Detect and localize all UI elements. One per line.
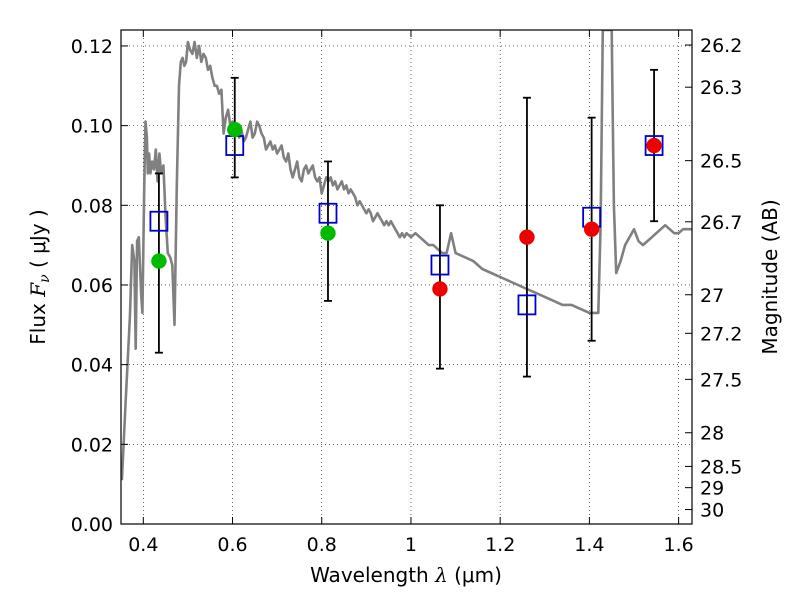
- x-axis-label: Wavelength λ (μm): [310, 563, 502, 587]
- observed-flux-point: [227, 121, 243, 138]
- magnitude-tick-label: 27.2: [700, 323, 742, 345]
- model-photometry-square: [430, 254, 450, 276]
- x-tick-label: 0.6: [217, 534, 247, 556]
- y-tick-label: 0.00: [71, 514, 113, 536]
- observed-flux-point: [519, 229, 535, 245]
- x-tick-label: 1.4: [574, 534, 604, 556]
- ticks-layer: 0.4 0.6 0.8 1 1.2 1.4 1.6 0.00 0.02 0.04 0.06 0.08 0…: [71, 30, 742, 556]
- model-photometry-square: [318, 202, 338, 224]
- magnitude-tick-label: 26.7: [700, 212, 742, 234]
- y-tick-label: 0.10: [71, 116, 113, 138]
- y-tick-label: 0.08: [71, 195, 113, 217]
- magnitude-tick-label: 28: [700, 423, 724, 445]
- magnitude-tick-label: 30: [700, 500, 724, 522]
- magnitude-tick-label: 29: [700, 478, 724, 500]
- y-axis-label: Flux Fν ( μJy ): [26, 209, 53, 344]
- y-tick-label: 0.02: [71, 434, 113, 456]
- model-spectrum-layer: [121, 30, 692, 481]
- magnitude-tick-label: 27: [700, 285, 724, 307]
- magnitude-tick-label: 26.5: [700, 151, 742, 173]
- x-tick-label: 1: [405, 534, 417, 556]
- model-spectrum-line: [121, 30, 692, 481]
- plot-area-frame: [120, 29, 693, 525]
- observed-flux-point: [432, 281, 448, 297]
- markers-layer: [149, 121, 664, 316]
- x-tick-label: 0.4: [128, 534, 158, 556]
- observed-flux-point: [320, 225, 336, 241]
- model-photometry-square: [149, 210, 169, 232]
- x-tick-label: 0.8: [307, 534, 337, 556]
- observed-flux-point: [151, 253, 167, 269]
- model-photometry-square: [517, 294, 537, 316]
- magnitude-tick-label: 27.5: [700, 369, 742, 391]
- model-photometry-square: [644, 135, 664, 156]
- grid: [121, 30, 692, 525]
- magnitude-axis-label: Magnitude (AB): [758, 199, 782, 354]
- x-tick-label: 1.6: [664, 534, 694, 556]
- observed-flux-point: [583, 221, 600, 237]
- y-tick-label: 0.06: [71, 275, 113, 297]
- y-tick-label: 0.12: [71, 36, 113, 58]
- magnitude-tick-label: 26.3: [700, 77, 742, 99]
- observed-flux-point: [646, 137, 662, 154]
- x-tick-label: 1.2: [485, 534, 515, 556]
- magnitude-tick-label: 28.5: [700, 456, 742, 478]
- magnitude-tick-label: 26.2: [700, 35, 742, 57]
- y-tick-label: 0.04: [71, 355, 113, 377]
